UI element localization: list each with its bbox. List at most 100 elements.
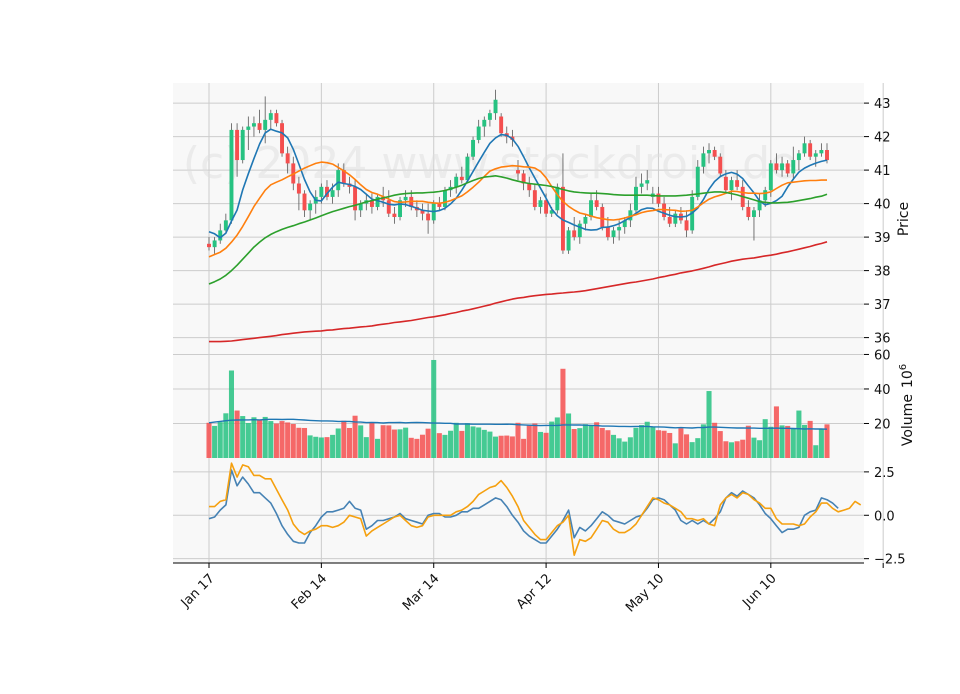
candle-body — [437, 203, 442, 207]
volume-bar — [431, 359, 437, 458]
candle-body — [274, 113, 279, 124]
volume-bar — [481, 429, 487, 458]
volume-bar — [346, 427, 352, 458]
candle-body — [341, 170, 346, 184]
candle-body — [656, 193, 661, 204]
volume-bar — [689, 442, 695, 458]
moving-average-line — [208, 175, 828, 285]
volume-bar — [234, 410, 240, 458]
x-tick-label: Feb 14 — [289, 571, 331, 613]
oscillator-line — [208, 469, 839, 544]
volume-y-tick-label: 40 — [874, 383, 891, 398]
volume-average-line — [208, 418, 828, 430]
volume-bar — [397, 429, 403, 458]
price-y-tick-label: 42 — [874, 131, 891, 146]
candle-body — [532, 190, 537, 207]
oscillator-panel-bg — [173, 458, 864, 563]
candle-body — [251, 123, 256, 127]
candle-body — [235, 129, 240, 161]
volume-bar — [706, 391, 712, 458]
volume-bar — [807, 420, 813, 458]
volume-bar — [408, 437, 414, 458]
candle-body — [285, 153, 290, 164]
moving-average-line — [208, 161, 827, 258]
volume-bar — [560, 368, 566, 458]
volume-bar — [363, 437, 369, 458]
volume-bar — [768, 426, 774, 458]
candle-body — [566, 230, 571, 251]
candle-body — [605, 227, 610, 238]
volume-bar — [330, 434, 336, 458]
volume-bar — [285, 422, 291, 458]
candle-body — [493, 99, 498, 114]
candle-body — [718, 156, 723, 174]
volume-bar — [375, 438, 381, 458]
candle-body — [375, 196, 380, 207]
volume-bar — [515, 422, 521, 458]
volume-axis-label: Volume 106 — [898, 364, 916, 446]
volume-bar — [521, 438, 527, 458]
volume-bar — [459, 430, 465, 458]
volume-bar — [268, 421, 274, 458]
candle-body — [229, 129, 234, 221]
volume-bar — [672, 443, 678, 458]
candle-body — [774, 163, 779, 171]
volume-bar — [453, 422, 459, 458]
volume-bar — [712, 422, 718, 458]
volume-bar — [369, 422, 375, 458]
volume-bar — [655, 430, 661, 458]
volume-bar — [262, 416, 268, 458]
volume-bar — [717, 431, 723, 458]
candle-body — [420, 210, 425, 214]
price-y-tick-label: 43 — [874, 97, 891, 112]
candle-body — [768, 163, 773, 191]
candle-body — [617, 227, 622, 231]
volume-bar — [650, 427, 656, 458]
volume-bar — [644, 421, 650, 458]
volume-bar — [498, 435, 504, 458]
volume-layer — [206, 359, 830, 458]
volume-bar — [537, 431, 544, 458]
price-y-tick-label: 39 — [874, 231, 891, 246]
candle-body — [325, 186, 329, 197]
volume-bar — [549, 421, 555, 458]
oscillator-y-tick-label: 2.5 — [874, 466, 895, 481]
volume-axis-label-text: Volume — [900, 394, 916, 446]
volume-bar — [212, 425, 218, 458]
volume-bar — [796, 410, 802, 458]
price-y-tick-label: 36 — [874, 332, 891, 347]
candle-body — [330, 190, 335, 197]
volume-bar — [464, 423, 470, 458]
volume-bar — [487, 431, 493, 458]
candle-body — [695, 166, 700, 197]
candle-body — [499, 116, 504, 134]
candle-body — [712, 150, 717, 157]
volume-bar — [279, 421, 285, 458]
candle-body — [240, 129, 245, 161]
volume-bar — [206, 422, 212, 458]
candle-body — [257, 123, 262, 130]
candle-body — [701, 153, 706, 167]
volume-bar — [790, 428, 796, 458]
volume-bar — [448, 430, 454, 458]
candle-body — [600, 206, 605, 228]
price-axis-label: Price — [896, 202, 912, 236]
candle-body — [735, 180, 740, 187]
candle-body — [594, 200, 599, 207]
volume-bar — [684, 434, 690, 458]
volume-bar — [335, 428, 341, 458]
watermark: (c) 2024 www.stockdroid.de — [183, 138, 797, 189]
volume-bar — [228, 370, 235, 458]
volume-bar — [762, 419, 768, 458]
volume-bar — [599, 427, 605, 458]
candle-body — [263, 119, 268, 130]
candle-body — [622, 220, 627, 228]
candle-body — [673, 213, 678, 224]
volume-bar — [667, 432, 673, 458]
candle-body — [549, 210, 554, 214]
candle-body — [544, 200, 549, 214]
volume-bar — [594, 422, 600, 458]
candle-body — [527, 183, 532, 191]
candle-body — [302, 193, 307, 211]
moving-average-line — [209, 241, 828, 343]
